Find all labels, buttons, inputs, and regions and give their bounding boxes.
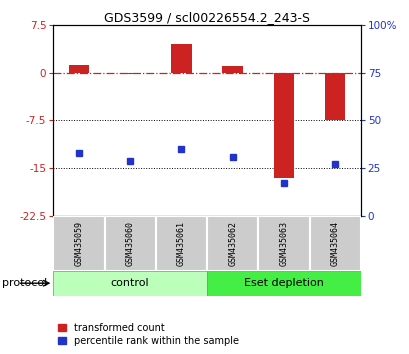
Bar [309,216,360,271]
Bar [222,66,242,73]
Bar [171,44,191,73]
Text: protocol: protocol [2,278,47,288]
Bar [155,216,207,271]
Bar [53,271,207,296]
Text: GSM435063: GSM435063 [279,221,288,266]
Title: GDS3599 / scl00226554.2_243-S: GDS3599 / scl00226554.2_243-S [104,11,309,24]
Bar [324,73,344,120]
Bar [53,216,104,271]
Bar [104,216,155,271]
Text: GSM435060: GSM435060 [126,221,134,266]
Bar [207,216,258,271]
Text: control: control [110,278,149,288]
Bar [207,271,360,296]
Bar [120,73,140,74]
Text: Eset depletion: Eset depletion [243,278,323,288]
Text: GSM435061: GSM435061 [177,221,185,266]
Bar [273,73,294,178]
Text: GSM435064: GSM435064 [330,221,339,266]
Bar [68,65,89,73]
Legend: transformed count, percentile rank within the sample: transformed count, percentile rank withi… [58,323,238,346]
Text: GSM435059: GSM435059 [74,221,83,266]
Bar [258,216,309,271]
Text: GSM435062: GSM435062 [228,221,236,266]
